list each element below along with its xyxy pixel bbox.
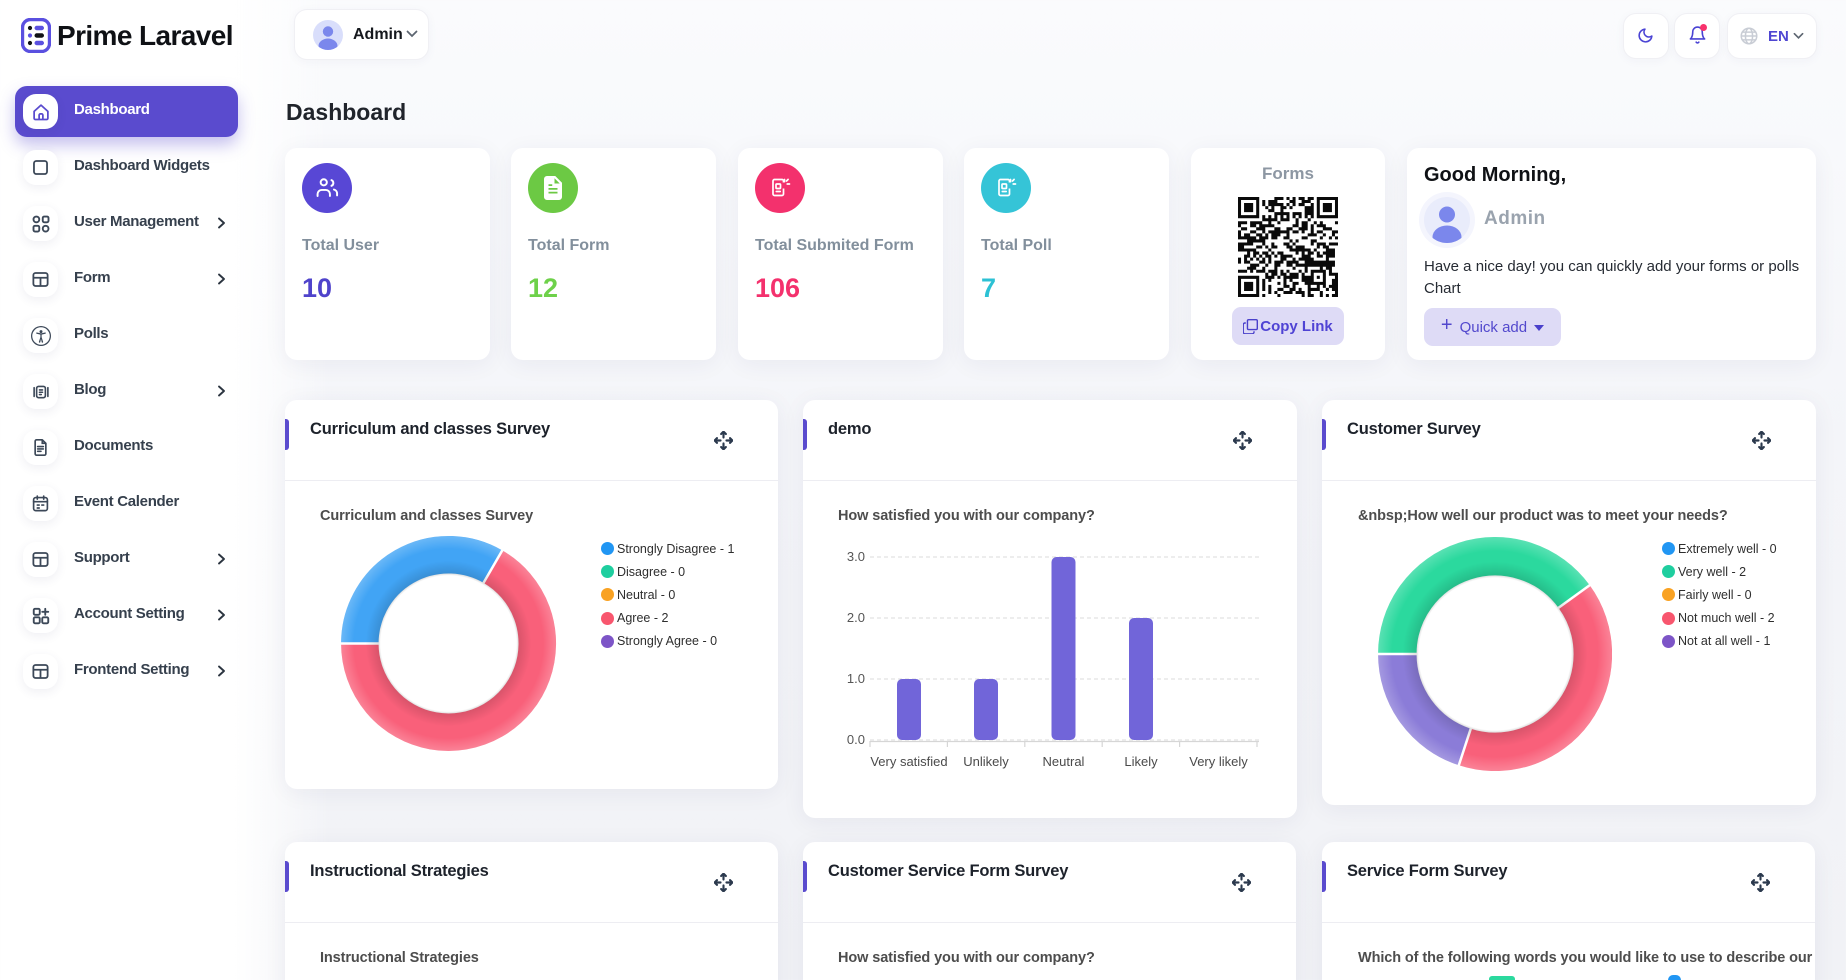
svg-text:Very likely: Very likely xyxy=(1189,754,1248,769)
svg-text:3.0: 3.0 xyxy=(847,549,865,564)
svg-text:Unlikely: Unlikely xyxy=(963,754,1009,769)
svg-text:Neutral: Neutral xyxy=(1043,754,1085,769)
svg-text:Likely: Likely xyxy=(1124,754,1158,769)
svg-text:Very satisfied: Very satisfied xyxy=(870,754,947,769)
svg-text:2.0: 2.0 xyxy=(847,610,865,625)
svg-text:0.0: 0.0 xyxy=(847,732,865,747)
svg-text:1.0: 1.0 xyxy=(847,671,865,686)
